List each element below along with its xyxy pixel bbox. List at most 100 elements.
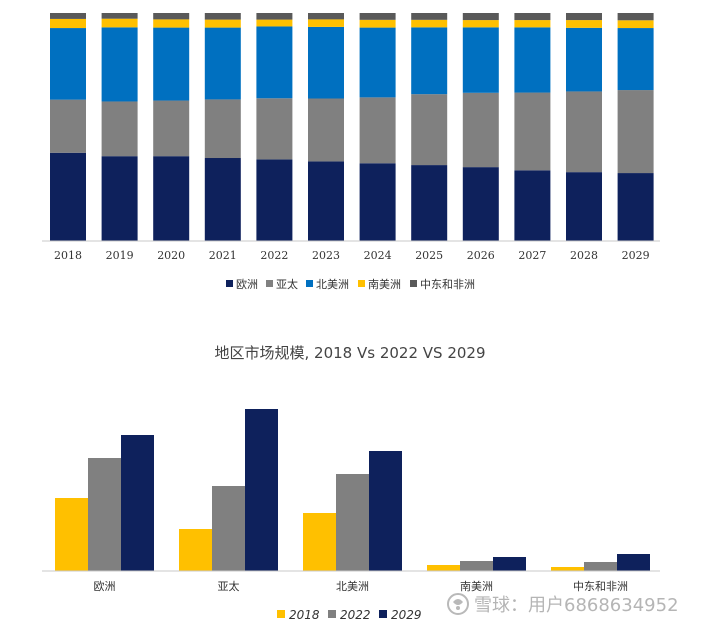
legend-swatch-3 (358, 280, 365, 287)
bar-segment-2019-1 (101, 101, 138, 157)
legend2-label-2: 2029 (391, 608, 422, 622)
legend-label-3: 南美洲 (368, 278, 401, 291)
bar-segment-2022-4 (256, 13, 293, 20)
legend-2: 2018 2022 2029 (277, 608, 422, 622)
bar-segment-2028-2 (566, 27, 602, 92)
x-tick-2029: 2029 (622, 249, 650, 262)
bar-segment-2025-1 (411, 94, 448, 166)
bar-segment-2027-1 (514, 92, 551, 171)
bar-segment-2021-2 (204, 27, 241, 100)
bar-北美洲-2022 (336, 474, 369, 571)
bar-segment-2023-3 (308, 19, 344, 27)
x-tick-labels: 2018 2019 2020 2021 2022 2023 2024 2025 2026 2027… (54, 249, 650, 262)
legend2-swatch-2 (379, 610, 387, 618)
legend-swatch-0 (226, 280, 233, 287)
category-label-2: 北美洲 (336, 580, 369, 593)
bar-segment-2026-2 (462, 27, 499, 93)
bar-segment-2028-1 (566, 91, 602, 173)
bar-segment-2022-3 (256, 19, 293, 27)
bar-segment-2019-0 (101, 156, 138, 241)
bar-segment-2023-0 (308, 161, 344, 241)
legend-label-1: 亚太 (276, 278, 298, 291)
x-tick-2027: 2027 (518, 249, 546, 262)
bar-segment-2029-1 (617, 90, 654, 174)
bar-北美洲-2018 (303, 513, 336, 571)
bar-欧洲-2018 (55, 498, 88, 571)
x-tick-2026: 2026 (467, 249, 495, 262)
x-tick-2025: 2025 (415, 249, 443, 262)
x-tick-2020: 2020 (157, 249, 185, 262)
bar-segment-2020-1 (153, 100, 190, 157)
bar-segment-2020-3 (153, 19, 190, 28)
bar-segment-2019-3 (101, 18, 138, 28)
bar-segment-2021-3 (204, 19, 241, 28)
bar-segment-2020-2 (153, 27, 190, 101)
bar-segment-2026-3 (462, 20, 499, 28)
bar-segment-2029-2 (617, 28, 654, 91)
bar-欧洲-2029 (121, 435, 154, 571)
x-tick-2028: 2028 (570, 249, 598, 262)
bar-segment-2028-3 (566, 20, 602, 28)
bar-segment-2027-2 (514, 27, 551, 93)
bar-segment-2020-4 (153, 13, 190, 20)
bar-segment-2027-0 (514, 170, 551, 241)
bar-segment-2021-1 (204, 99, 241, 159)
legend-label-2: 北美洲 (316, 278, 349, 291)
watermark: 雪球：用户6868634952 (447, 593, 679, 616)
bar-segment-2029-0 (617, 173, 654, 241)
bar-segment-2026-1 (462, 92, 499, 168)
bar-segment-2018-0 (50, 152, 86, 241)
x-tick-2023: 2023 (312, 249, 340, 262)
bar-南美洲-2018 (427, 565, 460, 571)
watermark-text: 雪球：用户6868634952 (474, 595, 679, 616)
bar-segment-2028-0 (566, 172, 602, 241)
x-tick-2021: 2021 (209, 249, 237, 262)
bar-segment-2023-2 (308, 26, 344, 99)
bar-segment-2018-2 (50, 28, 86, 100)
bar-segment-2025-2 (411, 27, 448, 95)
bar-segment-2021-0 (204, 158, 241, 241)
bar-segment-2019-4 (101, 13, 138, 19)
bar-segment-2022-1 (256, 98, 293, 160)
snowball-logo-icon (447, 593, 469, 615)
bar-segment-2018-3 (50, 18, 86, 29)
bar-中东和非洲-2018 (551, 567, 584, 571)
legend-swatch-4 (410, 280, 417, 287)
bar-亚太-2018 (179, 529, 212, 571)
bar-segment-2024-4 (359, 13, 396, 20)
legend-label-4: 中东和非洲 (420, 278, 475, 291)
x-tick-2019: 2019 (106, 249, 134, 262)
bar-segment-2024-2 (359, 27, 396, 98)
bar-segment-2023-4 (308, 13, 344, 20)
regional-market-size-chart: 地区市场规模, 2018 Vs 2022 VS 2029 欧洲 亚太 北美洲 南美洲 中… (42, 344, 660, 622)
bar-segment-2018-4 (50, 13, 86, 19)
bar-欧洲-2022 (88, 458, 121, 571)
legend2-label-0: 2018 (289, 608, 320, 622)
legend-swatch-1 (266, 280, 273, 287)
x-tick-2018: 2018 (54, 249, 82, 262)
x-tick-2024: 2024 (364, 249, 392, 262)
bar-segment-2024-3 (359, 19, 396, 28)
bar-segment-2026-0 (462, 167, 499, 241)
bar-segment-2021-4 (204, 13, 241, 20)
bar-中东和非洲-2022 (584, 562, 617, 571)
x-tick-2022: 2022 (260, 249, 288, 262)
bar-segment-2026-4 (462, 13, 499, 21)
chart-title: 地区市场规模, 2018 Vs 2022 VS 2029 (215, 344, 486, 362)
legend-label-0: 欧洲 (236, 278, 258, 291)
bar-segment-2022-2 (256, 26, 293, 99)
bar-segment-2028-4 (566, 13, 602, 21)
category-label-1: 亚太 (218, 580, 240, 593)
bar-segment-2027-3 (514, 20, 551, 28)
bar-segment-2018-1 (50, 99, 86, 153)
category-label-3: 南美洲 (460, 580, 493, 593)
bar-segment-2025-4 (411, 13, 448, 20)
legend-swatch-2 (306, 280, 313, 287)
legend2-swatch-0 (277, 610, 285, 618)
bar-segment-2019-2 (101, 27, 138, 102)
legend2-label-1: 2022 (340, 608, 371, 622)
legend: 欧洲 亚太 北美洲 南美洲 中东和非洲 (226, 278, 475, 291)
bar-segment-2023-1 (308, 98, 344, 162)
bar-亚太-2022 (212, 486, 245, 571)
bar-segment-2029-4 (617, 13, 654, 21)
